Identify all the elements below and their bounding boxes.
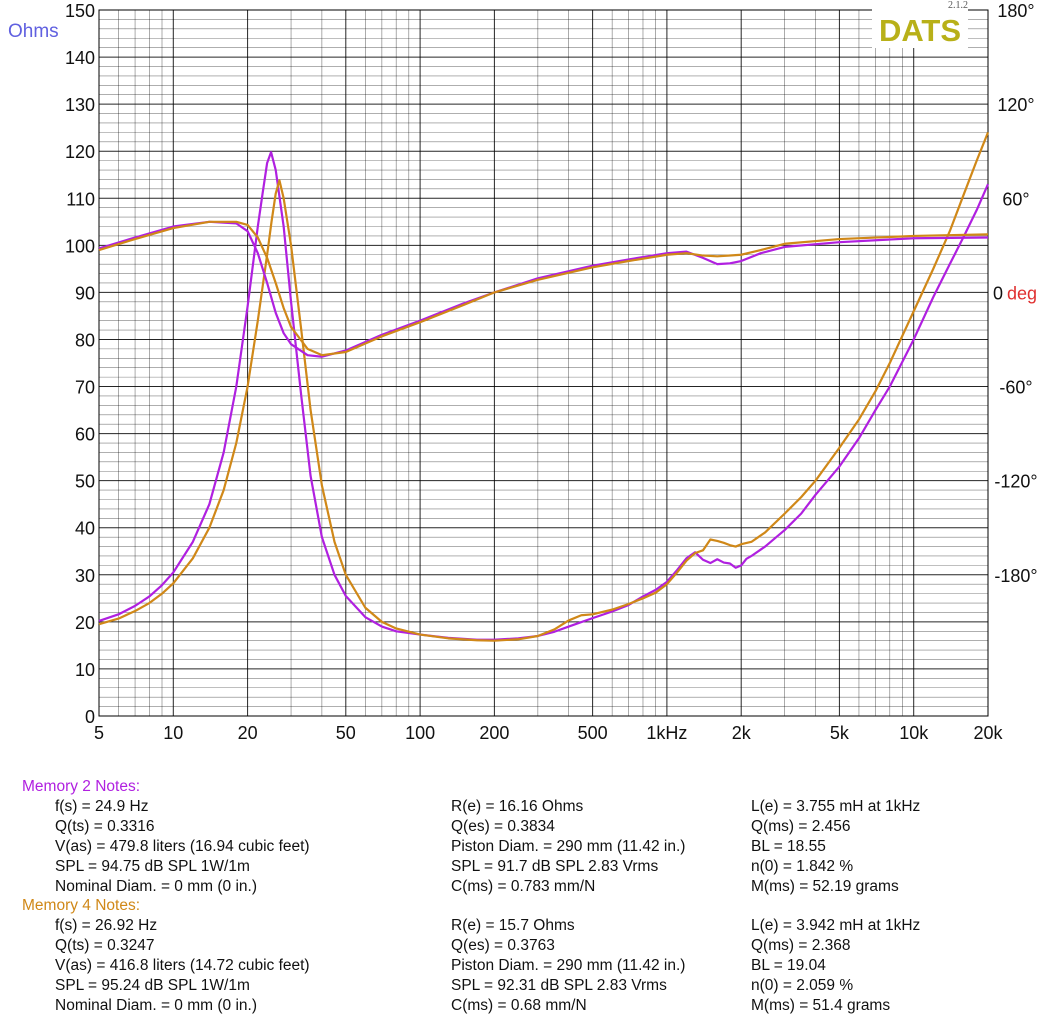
note-parameter: V(as) = 479.8 liters (16.94 cubic feet): [55, 837, 310, 855]
note-parameter: Q(ts) = 0.3247: [55, 936, 155, 954]
note-parameter: Nominal Diam. = 0 mm (0 in.): [55, 877, 257, 895]
y-tick-label: 100: [65, 236, 95, 256]
series-line: [98, 220, 989, 358]
y-tick-label: 110: [66, 189, 95, 209]
series-line: [98, 151, 990, 641]
note-parameter: Q(ts) = 0.3316: [55, 817, 155, 835]
note-parameter: SPL = 95.24 dB SPL 1W/1m: [55, 976, 250, 994]
note-parameter: Piston Diam. = 290 mm (11.42 in.): [451, 956, 686, 974]
brand-logo: DATS: [879, 13, 961, 48]
series-layer: [98, 131, 990, 642]
y-tick-label: 140: [65, 48, 95, 68]
note-parameter: BL = 19.04: [751, 956, 826, 974]
version-label: 2.1.2: [948, 0, 968, 11]
y-axis-label-ohms: Ohms: [8, 21, 59, 42]
notes-panel: Memory 2 Notes: f(s) = 24.9 Hz R(e) = 16.1…: [0, 778, 1051, 1022]
note-parameter: Q(ms) = 2.368: [751, 936, 851, 954]
y-tick-label: 10: [75, 660, 95, 680]
note-parameter: f(s) = 24.9 Hz: [55, 797, 149, 815]
note-parameter: V(as) = 416.8 liters (14.72 cubic feet): [55, 956, 310, 974]
x-tick-label: 10k: [899, 723, 929, 743]
y-tick-label: 70: [75, 378, 95, 398]
note-parameter: Q(ms) = 2.456: [751, 817, 851, 835]
series-line: [98, 131, 990, 642]
x-tick-label: 10: [163, 723, 183, 743]
y2-tick-label: -180°: [994, 566, 1037, 586]
series-line: [98, 220, 989, 357]
x-tick-label: 1kHz: [646, 723, 687, 743]
note-parameter: Q(es) = 0.3763: [451, 936, 555, 954]
x-tick-label: 50: [336, 723, 356, 743]
note-parameter: Nominal Diam. = 0 mm (0 in.): [55, 996, 257, 1014]
y2-tick-label: 120°: [997, 95, 1034, 115]
y-tick-label: 130: [65, 95, 95, 115]
y-axis-ticks: 0 10 20 30 40 50 60 70 80 90 100 110 120 130 140 150: [58, 0, 96, 727]
x-tick-label: 20k: [973, 723, 1003, 743]
note-parameter: Q(es) = 0.3834: [451, 817, 555, 835]
note-parameter: R(e) = 15.7 Ohms: [451, 916, 575, 934]
note-parameter: SPL = 91.7 dB SPL 2.83 Vrms: [451, 857, 659, 875]
y-tick-label: 40: [75, 519, 95, 539]
y-tick-label: 120: [65, 142, 95, 162]
x-tick-label: 200: [479, 723, 509, 743]
y-tick-label: 90: [75, 283, 95, 303]
x-tick-label: 2k: [732, 723, 752, 743]
note-parameter: n(0) = 2.059 %: [751, 976, 854, 994]
y2-tick-label: 0: [993, 283, 1003, 303]
note-parameter: SPL = 94.75 dB SPL 1W/1m: [55, 857, 250, 875]
y-tick-label: 150: [65, 1, 95, 21]
x-axis-ticks: 5 10 20 50 100 200 500 1kHz 2k 5k 10k 20k: [94, 723, 1004, 743]
memory-notes-header: Memory 4 Notes:: [22, 897, 141, 914]
y2-tick-label: -60°: [999, 378, 1032, 398]
y-tick-label: 80: [75, 330, 95, 350]
y2-tick-label: -120°: [994, 472, 1037, 492]
note-parameter: L(e) = 3.942 mH at 1kHz: [751, 916, 921, 934]
x-tick-label: 100: [405, 723, 435, 743]
note-parameter: M(ms) = 51.4 grams: [751, 996, 891, 1014]
note-parameter: SPL = 92.31 dB SPL 2.83 Vrms: [451, 976, 667, 994]
y-tick-label: 60: [75, 425, 95, 445]
x-tick-label: 5: [94, 723, 104, 743]
x-tick-label: 20: [238, 723, 258, 743]
note-parameter: C(ms) = 0.68 mm/N: [451, 996, 587, 1014]
y-tick-label: 30: [75, 566, 95, 586]
y-tick-label: 0: [85, 707, 95, 727]
memory-notes-header: Memory 2 Notes:: [22, 778, 141, 795]
note-parameter: L(e) = 3.755 mH at 1kHz: [751, 797, 921, 815]
y2-axis-ticks: 180° 120° 60° 0 deg -60° -120° -180°: [993, 1, 1038, 586]
x-tick-label: 500: [578, 723, 608, 743]
grid-major: [98, 9, 989, 717]
y-tick-label: 20: [75, 613, 95, 633]
y2-tick-label: 60°: [1002, 189, 1029, 209]
note-parameter: n(0) = 1.842 %: [751, 857, 854, 875]
y2-tick-label: 180°: [997, 1, 1034, 21]
y-tick-bg: [58, 0, 96, 22]
note-parameter: BL = 18.55: [751, 837, 826, 855]
y2-axis-label-deg: deg: [1007, 283, 1037, 303]
note-parameter: M(ms) = 52.19 grams: [751, 877, 899, 895]
note-parameter: f(s) = 26.92 Hz: [55, 916, 158, 934]
plot-frame: [98, 9, 989, 717]
brand-logo-background: [872, 8, 968, 48]
x-tick-label: 5k: [830, 723, 850, 743]
note-parameter: C(ms) = 0.783 mm/N: [451, 877, 596, 895]
note-parameter: Piston Diam. = 290 mm (11.42 in.): [451, 837, 686, 855]
y-tick-label: 50: [75, 472, 95, 492]
grid-minor: [99, 10, 988, 716]
note-parameter: R(e) = 16.16 Ohms: [451, 797, 584, 815]
